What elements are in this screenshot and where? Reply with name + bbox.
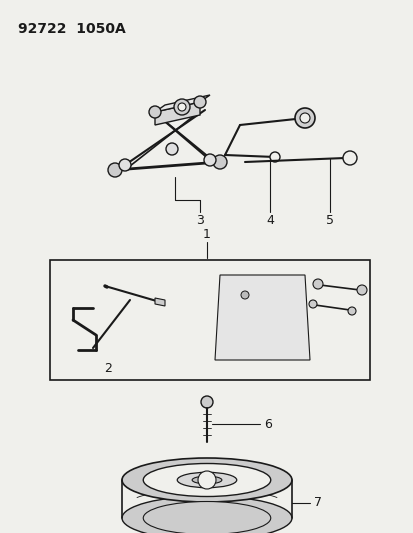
Text: 1: 1 <box>202 229 211 241</box>
Text: 6: 6 <box>263 417 271 431</box>
Circle shape <box>204 154 216 166</box>
Circle shape <box>312 279 322 289</box>
Circle shape <box>342 151 356 165</box>
Circle shape <box>119 159 131 171</box>
Text: 3: 3 <box>196 214 204 227</box>
Circle shape <box>308 300 316 308</box>
Circle shape <box>201 396 212 408</box>
Text: 2: 2 <box>104 361 112 375</box>
Ellipse shape <box>143 502 270 533</box>
Circle shape <box>178 103 185 111</box>
Circle shape <box>356 285 366 295</box>
Ellipse shape <box>122 496 291 533</box>
Circle shape <box>299 113 309 123</box>
Circle shape <box>240 291 248 299</box>
Text: 7: 7 <box>313 496 321 510</box>
Bar <box>50 260 369 380</box>
Circle shape <box>347 307 355 315</box>
Ellipse shape <box>177 472 236 488</box>
Circle shape <box>149 106 161 118</box>
Circle shape <box>269 152 279 162</box>
Polygon shape <box>154 298 165 306</box>
Text: 4: 4 <box>266 214 273 227</box>
Circle shape <box>166 143 178 155</box>
Polygon shape <box>214 275 309 360</box>
Circle shape <box>197 471 216 489</box>
Text: 92722  1050A: 92722 1050A <box>18 22 126 36</box>
Circle shape <box>108 163 122 177</box>
Polygon shape <box>154 102 199 125</box>
Ellipse shape <box>143 464 270 497</box>
Circle shape <box>173 99 190 115</box>
Circle shape <box>294 108 314 128</box>
Ellipse shape <box>122 458 291 502</box>
Text: 5: 5 <box>325 214 333 227</box>
Polygon shape <box>154 95 209 112</box>
Circle shape <box>212 155 226 169</box>
Circle shape <box>194 96 206 108</box>
Ellipse shape <box>192 476 221 484</box>
